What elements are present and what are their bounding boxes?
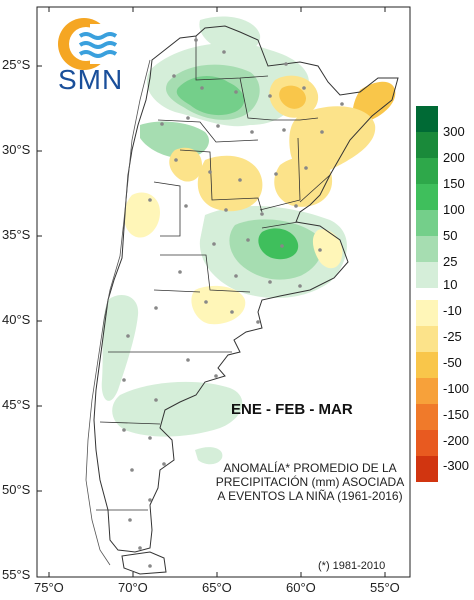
- anomaly-yellow-er: [274, 156, 333, 207]
- lat-label-35: 35°S: [2, 227, 31, 242]
- legend-swatch-positive: [416, 132, 438, 158]
- anomaly-yellow-pampa: [191, 285, 246, 325]
- tierra-del-fuego: [121, 551, 167, 575]
- country-outline: [93, 25, 399, 553]
- footnote: (*) 1981-2010: [318, 560, 386, 572]
- anomaly-yellow-cordoba: [197, 155, 263, 212]
- legend-swatch-positive: [416, 158, 438, 184]
- lon-label-65: 65°O: [202, 580, 232, 595]
- anomaly-negative: [123, 75, 396, 325]
- legend-swatch-negative: [416, 378, 438, 404]
- legend-label: -50: [443, 355, 462, 370]
- legend-label: -200: [443, 433, 470, 448]
- lon-label-60: 60°O: [286, 580, 316, 595]
- anomaly-yellow-ne-2: [279, 85, 306, 109]
- legend-swatch-negative: [416, 404, 438, 430]
- anomaly-green-patagonia: [101, 295, 139, 401]
- caption-line: PRECIPITACIÓN (mm) ASOCIADA: [215, 475, 405, 489]
- lon-label-55: 55°O: [370, 580, 400, 595]
- legend-label: 25: [443, 254, 458, 269]
- smn-logo-icon: [58, 18, 120, 70]
- legend-label: -10: [443, 303, 462, 318]
- legend-label: 100: [443, 202, 465, 217]
- legend-label: 300: [443, 124, 465, 139]
- season-title: ENE - FEB - MAR: [231, 401, 353, 418]
- legend-label: 10: [443, 277, 458, 292]
- legend-label: 200: [443, 150, 465, 165]
- legend-negative: [416, 300, 438, 482]
- axis-ticks: [37, 7, 386, 577]
- map-caption: ANOMALÍA* PROMEDIO DE LA PRECIPITACIÓN (…: [205, 461, 415, 503]
- lat-label-25: 25°S: [2, 57, 31, 72]
- station-points: [122, 38, 344, 568]
- province-borders: [96, 36, 331, 511]
- legend-label: -25: [443, 329, 462, 344]
- legend-swatch-positive: [416, 106, 438, 132]
- lon-label-70: 70°O: [118, 580, 148, 595]
- lat-label-50: 50°S: [2, 482, 31, 497]
- legend-swatch-negative: [416, 456, 438, 482]
- anomaly-green-south: [112, 381, 243, 437]
- chile-coast: [85, 59, 151, 566]
- legend-label: 150: [443, 176, 465, 191]
- legend-swatch-negative: [416, 430, 438, 456]
- lat-label-40: 40°S: [2, 312, 31, 327]
- lat-label-45: 45°S: [2, 397, 31, 412]
- anomaly-green-nw-core: [176, 76, 245, 116]
- lat-label-30: 30°S: [2, 142, 31, 157]
- legend-swatch-negative: [416, 326, 438, 352]
- logo-text: SMN: [58, 64, 124, 95]
- caption-line: A EVENTOS LA NIÑA (1961-2016): [217, 489, 403, 503]
- legend-label: -300: [443, 458, 470, 473]
- anomaly-green-north-small: [195, 447, 223, 465]
- legend-swatch-negative: [416, 300, 438, 326]
- legend-swatch-positive: [416, 184, 438, 210]
- legend-label: 50: [443, 228, 458, 243]
- legend-label: -100: [443, 381, 470, 396]
- legend-label: -150: [443, 407, 470, 422]
- anomaly-green-ne: [199, 16, 261, 53]
- anomaly-yellow-ba-coast: [312, 229, 343, 269]
- legend-positive: [416, 106, 438, 288]
- legend-swatch-positive: [416, 236, 438, 262]
- anomaly-green-center-core: [258, 228, 299, 260]
- legend-swatch-positive: [416, 210, 438, 236]
- anomaly-yellow-sanjuan: [123, 192, 160, 238]
- caption-line: ANOMALÍA* PROMEDIO DE LA: [223, 461, 397, 475]
- legend-swatch-negative: [416, 352, 438, 378]
- anomaly-yellow-tucuman: [169, 147, 202, 182]
- lon-label-75: 75°O: [34, 580, 64, 595]
- legend-swatch-positive: [416, 262, 438, 288]
- lat-label-55: 55°S: [2, 567, 31, 582]
